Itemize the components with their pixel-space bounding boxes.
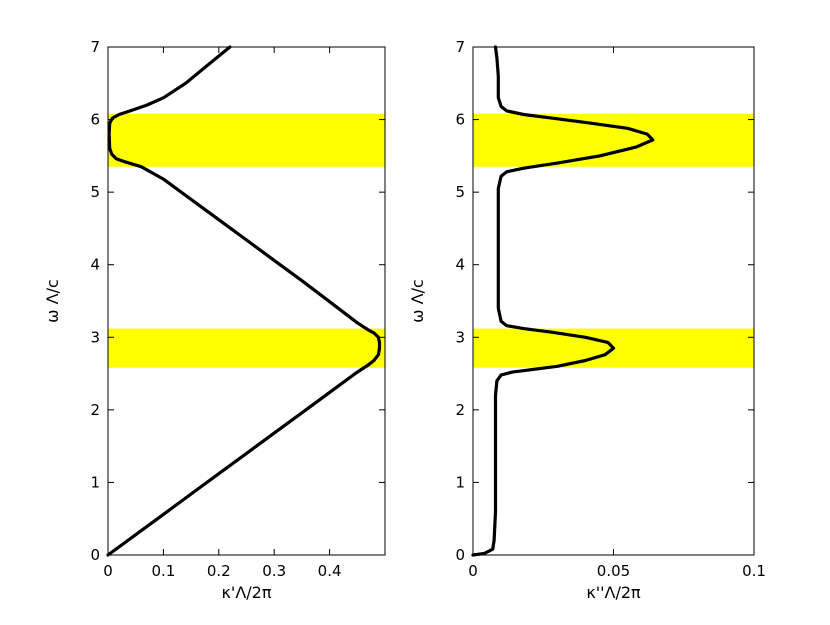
left-x-axis-label: κ'Λ/2π: [222, 583, 272, 602]
right-x-tick-label: 0.1: [742, 562, 766, 580]
right-y-tick-label: 1: [455, 473, 465, 491]
right-y-tick-label: 2: [455, 401, 465, 419]
left-y-tick-label: 0: [90, 546, 100, 564]
right-y-tick-label: 3: [455, 328, 465, 346]
left-y-tick-label: 5: [90, 183, 100, 201]
left-x-tick-label: 0.2: [207, 562, 231, 580]
right-band-1: [473, 113, 754, 167]
left-y-tick-label: 7: [90, 38, 100, 56]
left-y-tick-label: 6: [90, 111, 100, 129]
left-y-tick-label: 2: [90, 401, 100, 419]
right-x-tick-label: 0.05: [597, 562, 630, 580]
left-x-tick-label: 0.4: [318, 562, 342, 580]
left-band-1: [108, 113, 385, 167]
right-y-axis-label: ω Λ/c: [408, 279, 427, 323]
right-y-tick-label: 7: [455, 38, 465, 56]
right-y-tick-label: 6: [455, 111, 465, 129]
left-x-tick-label: 0.1: [151, 562, 175, 580]
left-axes-frame: [107, 46, 386, 556]
left-y-tick-label: 3: [90, 328, 100, 346]
left-x-tick-label: 0: [103, 562, 113, 580]
left-band-0: [108, 328, 385, 368]
right-x-tick-label: 0: [468, 562, 478, 580]
right-panel: 0 0.05 0.1 0 1 2 3 4 5 6 7 κ''Λ/2π ω Λ/c: [408, 38, 766, 602]
right-y-tick-label: 4: [455, 256, 465, 274]
left-series-line-0: [106, 45, 382, 557]
right-y-tick-label: 0: [455, 546, 465, 564]
left-x-tick-label: 0.3: [262, 562, 286, 580]
right-series-line-0: [471, 45, 655, 557]
left-y-tick-label: 4: [90, 256, 100, 274]
right-y-tick-label: 5: [455, 183, 465, 201]
left-y-axis-label: ω Λ/c: [43, 279, 62, 323]
right-x-axis-label: κ''Λ/2π: [586, 583, 641, 602]
left-panel: 0 0.1 0.2 0.3 0.4 0 1 2 3 4 5 6 7 κ'Λ/2π ω Λ/c: [43, 38, 386, 602]
left-y-tick-label: 1: [90, 473, 100, 491]
